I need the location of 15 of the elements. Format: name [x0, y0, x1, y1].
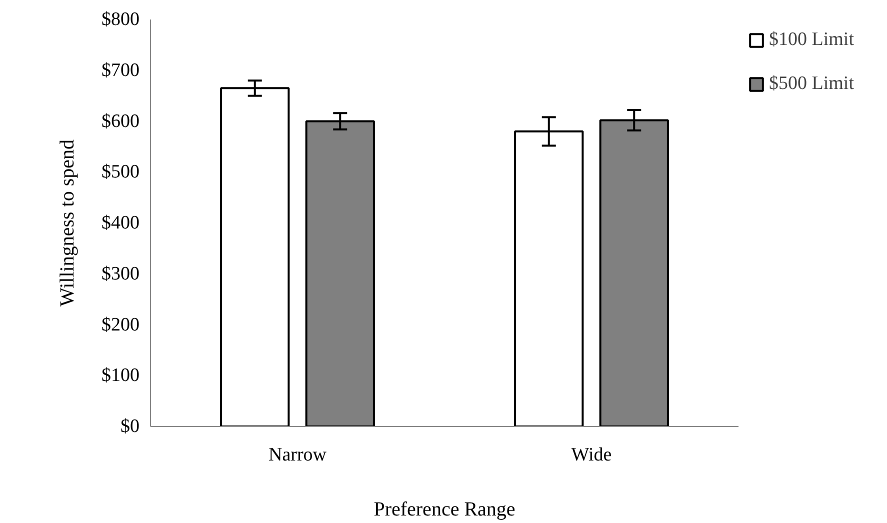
x-tick-label: Narrow	[268, 444, 327, 466]
legend-label: $500 Limit	[769, 73, 854, 95]
y-tick-label: $400	[102, 212, 140, 234]
y-tick-label: $0	[120, 416, 140, 437]
y-tick-label: $100	[102, 365, 140, 386]
x-axis-title: Preference Range	[374, 498, 516, 520]
y-tick-label: $800	[102, 9, 140, 30]
y-tick-label: $600	[102, 110, 140, 132]
y-tick-label: $700	[102, 60, 140, 81]
y-tick-label: $300	[102, 263, 140, 284]
y-tick-label: $500	[102, 162, 140, 183]
legend-label: $100 Limit	[769, 29, 854, 51]
y-axis-title: Willingness to spend	[56, 140, 78, 306]
x-tick-label: Wide	[571, 444, 612, 466]
y-tick-label: $200	[102, 314, 140, 336]
